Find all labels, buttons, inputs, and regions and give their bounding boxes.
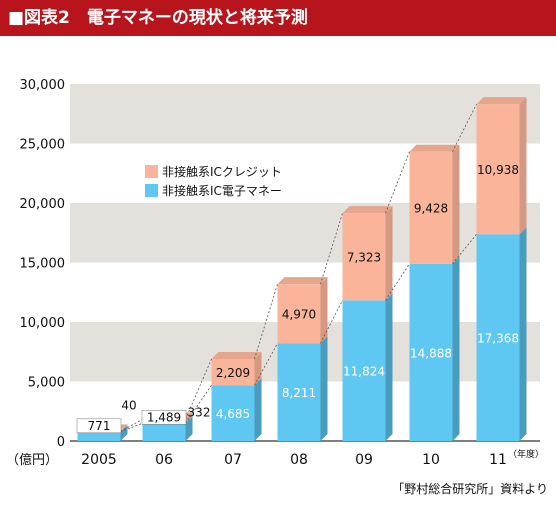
bar-cap-5 (409, 144, 460, 152)
bar-side-3 (320, 336, 328, 441)
data-label-credit: 2,209 (216, 366, 250, 380)
y-tick-label: 5,000 (28, 376, 65, 391)
data-label-emoney: 1,489 (147, 410, 181, 424)
connector-line-total (185, 358, 212, 420)
legend-label: 非接触系IC電子マネー (162, 183, 282, 198)
bar-credit (211, 358, 255, 386)
grid-band (70, 203, 540, 263)
header-bar (0, 0, 556, 36)
source-note: 「野村総合研究所」資料より (392, 482, 548, 496)
bar-credit (277, 284, 321, 344)
data-label-credit: 40 (121, 398, 136, 412)
page-title: ■図表2 電子マネーの現状と将来予測 (8, 8, 308, 28)
x-tick-label: 10 (422, 452, 440, 468)
connector-line-total (120, 418, 143, 432)
data-label-emoney: 771 (88, 419, 111, 433)
bar-side-2 (254, 378, 262, 441)
y-unit-label: （億円） (6, 452, 58, 468)
data-label-box (76, 418, 122, 434)
data-label-credit: 9,428 (414, 202, 448, 216)
connector-line-total (452, 103, 477, 152)
bar-emoney (476, 234, 520, 441)
data-label-emoney: 11,824 (343, 365, 385, 379)
data-label-emoney: 8,211 (282, 386, 316, 400)
bar-cap-4 (342, 206, 393, 214)
bar-credit (409, 151, 453, 264)
y-tick-label: 0 (57, 435, 65, 450)
bar-emoney (277, 343, 321, 441)
y-tick-label: 15,000 (20, 257, 66, 272)
x-tick-label: 08 (290, 452, 308, 468)
connector-line-emoney (385, 263, 410, 301)
bar-side-top-2 (254, 351, 262, 386)
bar-cap-6 (476, 97, 527, 105)
y-tick-label: 30,000 (20, 78, 66, 93)
data-label-credit: 10,938 (477, 163, 519, 177)
y-tick-label: 20,000 (20, 197, 66, 212)
x-tick-label: 07 (224, 452, 242, 468)
bar-emoney (409, 263, 453, 441)
bar-side-top-6 (519, 97, 527, 235)
data-label-emoney: 17,368 (477, 332, 519, 346)
bar-side-5 (452, 256, 460, 441)
y-tick-label: 25,000 (20, 138, 66, 153)
bar-cap-3 (277, 277, 328, 285)
bar-side-6 (519, 227, 527, 441)
data-label-credit: 7,323 (347, 251, 381, 265)
bar-emoney (342, 300, 386, 441)
bar-side-1 (185, 416, 193, 441)
bar-emoney (142, 423, 186, 441)
connector-line-emoney (320, 300, 343, 344)
connector-line-total (254, 284, 278, 360)
bar-emoney (211, 385, 255, 441)
bar-side-top-0 (120, 424, 128, 432)
x-tick-label: 2005 (81, 452, 117, 468)
x-unit-label: （年度） (508, 448, 544, 460)
connector-line-total (385, 151, 410, 214)
x-tick-label: 09 (355, 452, 373, 468)
data-label-credit: 4,970 (282, 308, 316, 322)
bar-cap-2 (211, 351, 262, 359)
x-tick-label: 11 (489, 452, 507, 468)
bar-side-top-5 (452, 144, 460, 264)
bar-side-top-3 (320, 277, 328, 344)
data-label-emoney: 4,685 (216, 407, 250, 421)
bar-side-4 (385, 293, 393, 441)
legend-label: 非接触系ICクレジット (162, 164, 282, 179)
legend-swatch (145, 184, 158, 197)
data-label-credit: 332 (188, 405, 211, 419)
data-label-emoney: 14,888 (410, 346, 452, 360)
x-tick-label: 06 (155, 452, 173, 468)
bar-emoney (77, 431, 121, 441)
grid-band (70, 84, 540, 144)
bar-credit (476, 104, 520, 235)
bar-credit (342, 213, 386, 301)
bar-side-top-4 (385, 206, 393, 301)
data-label-box (141, 410, 187, 425)
connector-line-total (320, 213, 343, 285)
legend-swatch (145, 165, 158, 178)
y-tick-label: 10,000 (20, 316, 66, 331)
